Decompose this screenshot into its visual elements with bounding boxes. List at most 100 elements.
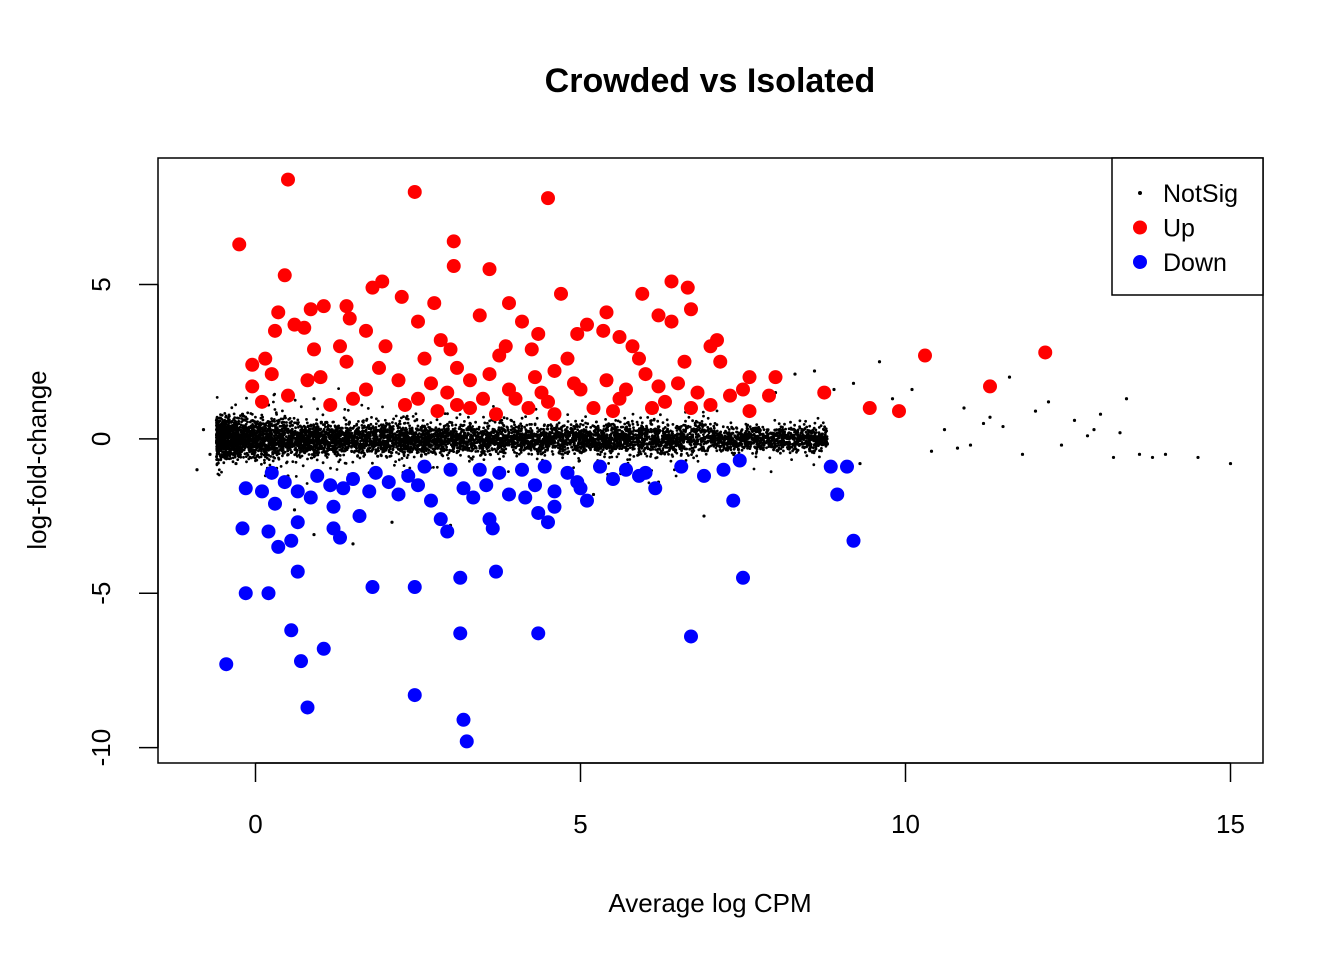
notsig-point	[530, 423, 533, 426]
notsig-point	[251, 455, 255, 459]
notsig-point	[632, 455, 636, 458]
notsig-point	[376, 454, 380, 458]
notsig-point	[576, 428, 579, 431]
notsig-point	[573, 427, 577, 430]
notsig-point	[728, 431, 731, 435]
notsig-point	[647, 481, 651, 485]
notsig-point	[235, 416, 239, 420]
notsig-point	[682, 440, 685, 444]
notsig-point	[628, 446, 632, 449]
chart-title: Crowded vs Isolated	[545, 62, 876, 100]
notsig-point	[254, 459, 257, 463]
notsig-point	[649, 452, 653, 456]
notsig-point	[288, 417, 292, 420]
notsig-point	[788, 451, 792, 455]
notsig-point	[560, 429, 564, 432]
notsig-point	[427, 448, 431, 452]
notsig-point	[692, 456, 695, 460]
notsig-point	[684, 419, 687, 423]
notsig-point	[478, 431, 482, 435]
notsig-point	[696, 459, 700, 463]
notsig-point	[414, 432, 418, 436]
notsig-point	[617, 452, 620, 456]
notsig-point	[805, 454, 809, 458]
notsig-point	[351, 460, 355, 464]
notsig-point	[346, 446, 350, 450]
notsig-point	[814, 428, 818, 432]
notsig-point	[824, 427, 828, 431]
notsig-point	[344, 445, 348, 449]
notsig-point	[551, 446, 555, 449]
notsig-point	[584, 415, 587, 418]
notsig-point	[446, 437, 450, 440]
notsig-point	[821, 421, 825, 425]
notsig-point	[752, 467, 756, 471]
notsig-point	[217, 452, 221, 455]
notsig-point	[436, 435, 439, 439]
notsig-point	[232, 412, 236, 416]
notsig-point	[655, 456, 659, 459]
notsig-point	[395, 451, 398, 454]
notsig-point	[674, 474, 678, 478]
notsig-point	[231, 460, 235, 464]
notsig-point	[363, 453, 367, 457]
notsig-point	[263, 461, 266, 465]
notsig-point	[286, 453, 289, 457]
notsig-point	[613, 425, 617, 428]
notsig-point	[631, 447, 635, 451]
notsig-point	[288, 424, 292, 428]
notsig-point	[544, 445, 548, 449]
notsig-point	[300, 447, 303, 451]
notsig-point	[715, 409, 719, 413]
notsig-point	[651, 447, 655, 451]
notsig-point	[273, 408, 277, 411]
notsig-point	[315, 418, 318, 422]
notsig-point	[709, 422, 712, 426]
notsig-point	[435, 465, 439, 469]
notsig-point	[755, 426, 759, 430]
notsig-point	[438, 434, 442, 438]
notsig-point	[363, 446, 366, 450]
notsig-point	[254, 415, 257, 419]
notsig-point	[536, 430, 540, 434]
notsig-point	[430, 450, 433, 454]
notsig-point	[482, 415, 485, 419]
notsig-point	[824, 430, 828, 434]
notsig-point	[370, 416, 373, 419]
notsig-point	[793, 423, 796, 427]
notsig-point	[365, 419, 368, 422]
notsig-point	[391, 421, 394, 424]
notsig-point	[277, 457, 281, 461]
notsig-point	[706, 449, 709, 453]
notsig-point	[752, 434, 756, 437]
notsig-point	[626, 458, 629, 461]
notsig-point	[326, 449, 329, 453]
notsig-point	[421, 419, 425, 422]
notsig-point	[380, 447, 383, 451]
notsig-point	[294, 426, 297, 430]
notsig-point	[375, 417, 378, 421]
notsig-point	[455, 416, 459, 420]
notsig-point	[752, 441, 755, 445]
notsig-point	[737, 448, 740, 452]
notsig-point	[320, 451, 324, 454]
notsig-point	[584, 425, 588, 429]
notsig-point	[571, 448, 575, 452]
notsig-point	[761, 425, 765, 429]
notsig-point	[667, 452, 670, 456]
notsig-point	[730, 425, 734, 429]
notsig-point	[537, 450, 540, 454]
notsig-point	[337, 387, 340, 390]
notsig-point	[269, 455, 273, 458]
notsig-point	[639, 452, 643, 456]
notsig-point	[740, 448, 744, 452]
notsig-point	[416, 424, 420, 428]
notsig-point	[762, 443, 766, 447]
notsig-point	[231, 446, 235, 449]
notsig-point	[383, 425, 387, 428]
notsig-point	[773, 418, 777, 422]
notsig-point	[216, 472, 220, 476]
notsig-point	[294, 439, 297, 442]
notsig-point	[804, 450, 807, 454]
notsig-point	[523, 425, 526, 429]
